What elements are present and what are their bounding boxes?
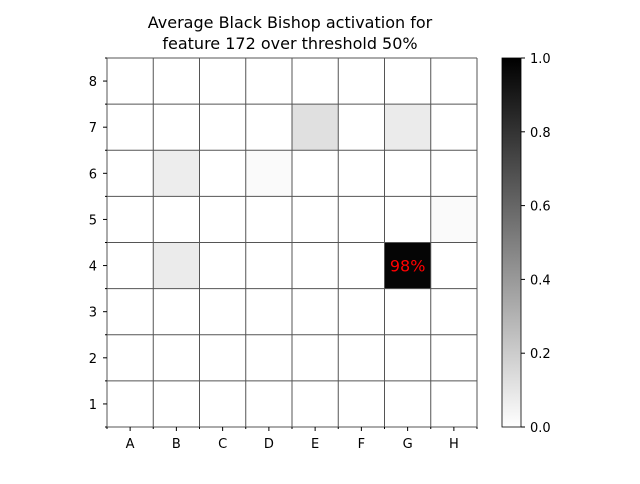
heatmap-cell-A7 — [107, 104, 154, 151]
heatmap-cell-H2 — [430, 334, 477, 381]
heatmap-cell-C7 — [199, 104, 246, 151]
heatmap-cell-B3 — [153, 288, 200, 335]
y-tick-label-4: 4 — [89, 260, 97, 275]
heatmap-cell-D2 — [245, 334, 292, 381]
heatmap-cell-F3 — [338, 288, 385, 335]
heatmap-cell-H4 — [430, 242, 477, 289]
colorbar-tick-label: 0.4 — [530, 273, 551, 288]
heatmap-cell-D1 — [245, 380, 292, 427]
heatmap-cell-D8 — [245, 58, 292, 105]
heatmap-cell-E8 — [292, 58, 339, 105]
chart-title-line-2: feature 172 over threshold 50% — [162, 34, 417, 53]
heatmap-cell-E4 — [292, 242, 339, 289]
chart-title-line-1: Average Black Bishop activation for — [148, 13, 433, 32]
heatmap-cell-D3 — [245, 288, 292, 335]
x-tick-label-A: A — [126, 437, 135, 452]
heatmap-cell-A5 — [107, 196, 154, 243]
heatmap-cell-C5 — [199, 196, 246, 243]
heatmap-cell-F4 — [338, 242, 385, 289]
heatmap-cell-G1 — [384, 380, 431, 427]
heatmap-cell-E6 — [292, 150, 339, 197]
heatmap-cell-F2 — [338, 334, 385, 381]
heatmap-cell-G7 — [384, 104, 431, 151]
y-tick-label-7: 7 — [89, 121, 97, 136]
heatmap-cell-B7 — [153, 104, 200, 151]
x-axis: A B C D E F G H — [106, 427, 478, 452]
heatmap-cell-A2 — [107, 334, 154, 381]
colorbar-tick-label: 0.0 — [530, 421, 551, 436]
colorbar-tick-label: 0.2 — [530, 347, 551, 362]
heatmap-cell-G2 — [384, 334, 431, 381]
heatmap-cell-C2 — [199, 334, 246, 381]
heatmap-cell-C8 — [199, 58, 246, 105]
heatmap-cell-A1 — [107, 380, 154, 427]
heatmap-cell-A4 — [107, 242, 154, 289]
heatmap-cell-D7 — [245, 104, 292, 151]
colorbar-tick-label: 1.0 — [530, 52, 551, 67]
colorbar-tick-label: 0.8 — [530, 126, 551, 141]
heatmap-cell-G8 — [384, 58, 431, 105]
x-tick-label-G: G — [403, 437, 413, 452]
heatmap-cell-F5 — [338, 196, 385, 243]
heatmap-cell-E3 — [292, 288, 339, 335]
x-tick-label-D: D — [264, 437, 274, 452]
heatmap-cells — [107, 58, 477, 427]
heatmap-cell-C1 — [199, 380, 246, 427]
heatmap-cell-H6 — [430, 150, 477, 197]
heatmap-cell-F7 — [338, 104, 385, 151]
heatmap-cell-F1 — [338, 380, 385, 427]
heatmap-cell-A8 — [107, 58, 154, 105]
heatmap-cell-D4 — [245, 242, 292, 289]
x-tick-label-H: H — [449, 437, 459, 452]
y-tick-label-1: 1 — [89, 398, 97, 413]
heatmap-cell-B6 — [153, 150, 200, 197]
heatmap-cell-E5 — [292, 196, 339, 243]
y-axis: 1 2 3 4 5 6 7 8 — [89, 57, 107, 428]
heatmap-cell-H1 — [430, 380, 477, 427]
colorbar-tick-label: 0.6 — [530, 200, 551, 215]
x-tick-label-F: F — [358, 437, 365, 452]
heatmap-cell-A6 — [107, 150, 154, 197]
colorbar-axis: 0.0 0.2 0.4 0.6 0.8 1.0 — [521, 52, 551, 436]
heatmap-cell-E7 — [292, 104, 339, 151]
annotation-G4: 98% — [390, 257, 426, 276]
heatmap-cell-G6 — [384, 150, 431, 197]
heatmap-cell-F6 — [338, 150, 385, 197]
heatmap-cell-B1 — [153, 380, 200, 427]
colorbar — [501, 57, 522, 428]
y-tick-label-5: 5 — [89, 213, 97, 228]
y-tick-label-2: 2 — [89, 352, 97, 367]
heatmap-cell-F8 — [338, 58, 385, 105]
heatmap-cell-C6 — [199, 150, 246, 197]
heatmap-cell-D6 — [245, 150, 292, 197]
heatmap-cell-A3 — [107, 288, 154, 335]
heatmap-cell-H5 — [430, 196, 477, 243]
y-tick-label-6: 6 — [89, 167, 97, 182]
heatmap-cell-B8 — [153, 58, 200, 105]
heatmap-cell-B5 — [153, 196, 200, 243]
x-tick-label-E: E — [311, 437, 319, 452]
heatmap-cell-G4 — [384, 242, 431, 289]
y-tick-label-8: 8 — [89, 75, 97, 90]
heatmap-cell-H7 — [430, 104, 477, 151]
grid-lines — [106, 57, 478, 428]
heatmap-cell-G5 — [384, 196, 431, 243]
heatmap-cell-E2 — [292, 334, 339, 381]
heatmap-cell-B4 — [153, 242, 200, 289]
x-tick-label-B: B — [172, 437, 181, 452]
heatmap-cell-D5 — [245, 196, 292, 243]
heatmap-cell-C4 — [199, 242, 246, 289]
heatmap-cell-C3 — [199, 288, 246, 335]
cell-annotations: 98% — [390, 257, 426, 276]
heatmap-cell-E1 — [292, 380, 339, 427]
heatmap-cell-B2 — [153, 334, 200, 381]
heatmap-cell-G3 — [384, 288, 431, 335]
heatmap-cell-H8 — [430, 58, 477, 105]
y-tick-label-3: 3 — [89, 306, 97, 321]
x-tick-label-C: C — [218, 437, 227, 452]
heatmap-cell-H3 — [430, 288, 477, 335]
